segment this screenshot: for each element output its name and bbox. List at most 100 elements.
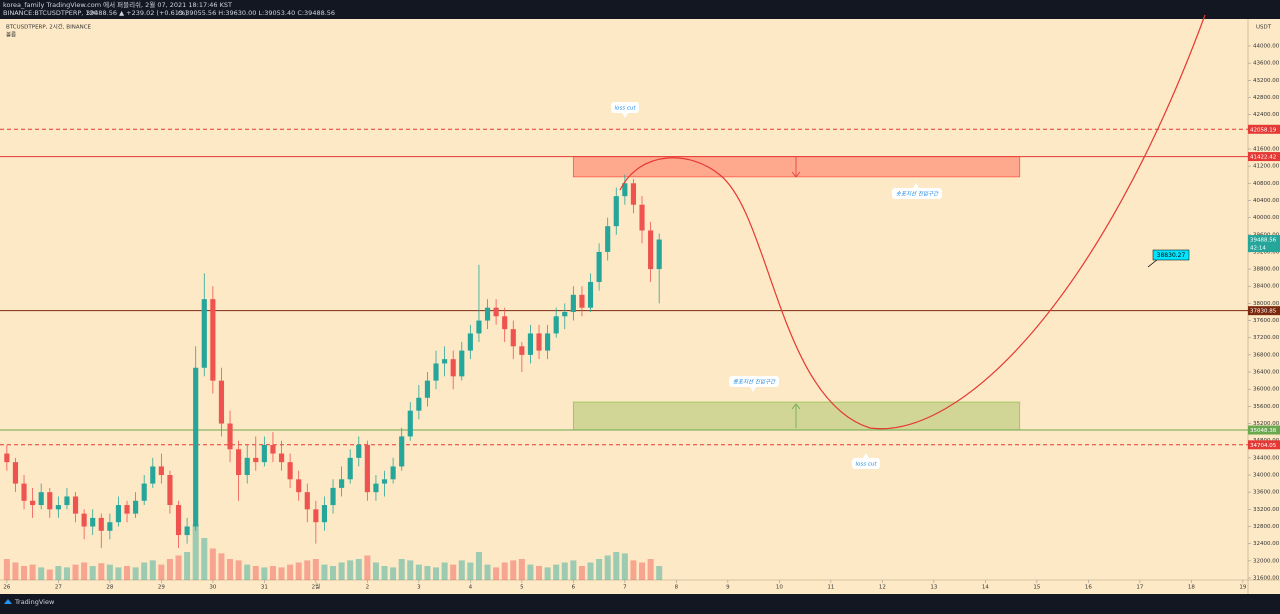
candle-body xyxy=(296,479,302,493)
x-tick-label: 11 xyxy=(827,585,834,591)
price-label xyxy=(1152,249,1190,261)
volume-bar xyxy=(192,524,199,580)
volume-bar xyxy=(441,562,448,580)
candle-body xyxy=(98,517,104,531)
volume-bar xyxy=(132,567,139,580)
volume-bar xyxy=(561,562,568,580)
candle-body xyxy=(484,307,491,321)
price-tag-text: 34704.05 xyxy=(1250,443,1277,449)
volume-bar xyxy=(89,566,96,580)
candle-body xyxy=(158,466,164,476)
volume-bar xyxy=(55,566,62,580)
y-tick-label: 43600.00 xyxy=(1253,61,1280,67)
candle-body xyxy=(390,466,396,480)
candle-body xyxy=(64,496,70,506)
y-tick-label: 38000.00 xyxy=(1253,301,1280,307)
x-tick-label: 7 xyxy=(623,585,627,591)
x-tick-label: 13 xyxy=(930,585,937,591)
countdown: 42:14 xyxy=(1250,246,1266,252)
candle-body xyxy=(253,457,259,463)
callout: loss cut xyxy=(611,102,639,118)
candle-body xyxy=(304,492,310,510)
x-tick-label: 30 xyxy=(209,585,216,591)
volume-bar xyxy=(227,559,234,580)
y-tick-label: 32800.00 xyxy=(1253,524,1280,530)
x-tick-label: 18 xyxy=(1188,585,1195,591)
candle-body xyxy=(399,436,405,467)
volume-bar xyxy=(364,555,371,580)
candle-body xyxy=(476,320,482,334)
candle-body xyxy=(596,251,602,282)
y-tick-label: 41200.00 xyxy=(1253,164,1280,170)
price-label-text: 38830.27 xyxy=(1157,252,1186,259)
candle-body xyxy=(579,294,585,308)
price-tag-text: 42058.19 xyxy=(1250,127,1277,133)
x-tick-label: 19 xyxy=(1239,585,1246,591)
currency: USDT xyxy=(1256,25,1272,31)
volume-bar xyxy=(209,548,216,580)
volume-bar xyxy=(38,567,45,580)
volume-bar xyxy=(424,566,431,580)
candle-body xyxy=(72,496,79,514)
volume-bar xyxy=(63,567,70,580)
price-tag-text: 37830.85 xyxy=(1250,309,1277,315)
candle-body xyxy=(553,316,559,334)
volume-bar xyxy=(166,559,173,580)
volume-bar xyxy=(149,560,156,580)
volume-bar xyxy=(21,566,28,580)
volume-bar xyxy=(527,564,534,580)
price-tag xyxy=(1248,306,1280,316)
candle-body xyxy=(613,196,619,227)
volume-bar xyxy=(355,559,362,580)
volume-bar xyxy=(510,560,517,580)
volume-bar xyxy=(415,564,422,580)
forecast-curve xyxy=(619,14,1206,430)
candle-body xyxy=(467,333,473,351)
candle-body xyxy=(622,183,628,197)
price-tag xyxy=(1248,425,1280,435)
volume-bar xyxy=(184,552,191,580)
y-tick-label: 40000.00 xyxy=(1253,215,1280,221)
candle-body xyxy=(38,492,44,506)
volume-bar xyxy=(647,559,654,580)
y-tick-label: 34400.00 xyxy=(1253,455,1280,461)
candle-body xyxy=(502,316,508,330)
volume-bar xyxy=(3,559,10,580)
candle-body xyxy=(184,526,190,536)
volume-label: 볼륨 xyxy=(6,32,16,39)
callout: 숏포지션 진입구간 xyxy=(892,183,942,199)
volume-bar xyxy=(218,553,225,580)
price-tag-text: 35048.38 xyxy=(1250,428,1277,434)
change: 39488.56 ▲ +239.02 (+0.61%) xyxy=(86,9,188,17)
candle-body xyxy=(201,299,207,368)
arrow-head xyxy=(791,171,801,178)
candle-body xyxy=(193,367,199,527)
candle-body xyxy=(4,453,10,463)
candle-body xyxy=(605,226,611,252)
y-tick-label: 43200.00 xyxy=(1253,78,1280,84)
volume-bar xyxy=(244,564,251,580)
candle-body xyxy=(244,457,250,476)
legend: BTCUSDTPERP, 2시간, BINANCE xyxy=(6,23,92,31)
y-tick-label: 32000.00 xyxy=(1253,558,1280,564)
candle-body xyxy=(133,500,139,514)
volume-bar xyxy=(390,567,397,580)
label-pointer xyxy=(1147,258,1159,268)
x-tick-label: 15 xyxy=(1033,585,1040,591)
x-tick-label: 3 xyxy=(417,585,421,591)
volume-bar xyxy=(106,564,113,580)
volume-bar xyxy=(201,538,208,580)
candle-body xyxy=(407,410,413,437)
volume-bar xyxy=(621,553,628,580)
y-tick-label: 40800.00 xyxy=(1253,181,1280,187)
volume-bar xyxy=(501,562,508,580)
symbol: BINANCE:BTCUSDTPERP, 120 xyxy=(3,9,98,17)
x-tick-label: 9 xyxy=(726,585,730,591)
volume-bar xyxy=(544,567,551,580)
volume-bar xyxy=(124,566,131,580)
candle-body xyxy=(47,492,53,510)
candle-body xyxy=(287,462,293,480)
price-tag xyxy=(1248,152,1280,162)
candle-body xyxy=(364,444,370,493)
candle-body xyxy=(270,444,276,454)
